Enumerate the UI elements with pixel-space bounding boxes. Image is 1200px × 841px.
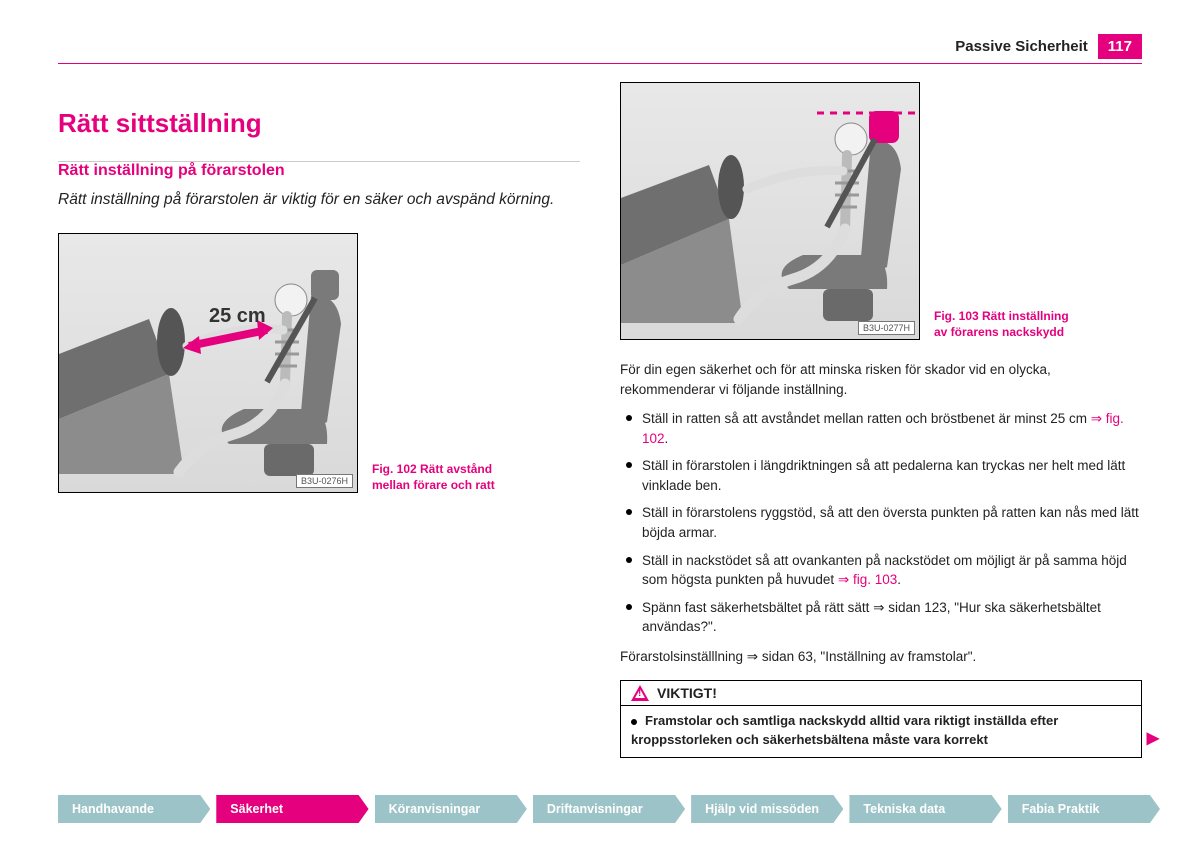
warning-title: VIKTIGT! — [657, 685, 717, 701]
warning-header: ! VIKTIGT! — [621, 681, 1141, 706]
figure-103: B3U-0277H — [620, 82, 920, 340]
list-item: Ställ in ratten så att avståndet mellan … — [620, 409, 1142, 448]
sub-heading: Rätt inställning på förarstolen — [58, 161, 580, 180]
instruction-list: Ställ in ratten så att avståndet mellan … — [620, 409, 1142, 637]
bullet-icon — [631, 719, 637, 725]
fig102-distance-label: 25 cm — [209, 305, 266, 327]
figure-103-wrap: B3U-0277H Fig. 103 Rätt inställning av f… — [620, 82, 1142, 340]
figure-102: 25 cm B3U-0276H — [58, 233, 358, 493]
bottom-tabs: Handhavande Säkerhet Köranvisningar Drif… — [58, 795, 1160, 823]
intro-text: För din egen säkerhet och för att minska… — [620, 360, 1142, 399]
tab-fabia[interactable]: Fabia Praktik — [1008, 795, 1160, 823]
header-section: Passive Sicherheit — [955, 38, 1088, 55]
tab-hjalp[interactable]: Hjälp vid missöden — [691, 795, 843, 823]
page-number: 117 — [1098, 34, 1142, 59]
figure-103-caption: Fig. 103 Rätt inställning av förarens na… — [934, 308, 1074, 340]
lead-paragraph: Rätt inställning på förarstolen är vikti… — [58, 190, 580, 211]
figure-102-illustration: 25 cm — [59, 234, 358, 493]
figure-103-illustration — [621, 83, 920, 340]
tab-sakerhet[interactable]: Säkerhet — [216, 795, 368, 823]
list-item: Ställ in förarstolen i längdriktningen s… — [620, 456, 1142, 495]
figure-103-id: B3U-0277H — [858, 321, 915, 335]
right-column: B3U-0277H Fig. 103 Rätt inställning av f… — [620, 82, 1142, 758]
tab-driftanvisningar[interactable]: Driftanvisningar — [533, 795, 685, 823]
header-rule — [58, 63, 1142, 64]
figure-102-id: B3U-0276H — [296, 474, 353, 488]
warning-icon: ! — [631, 685, 649, 701]
left-column: Rätt sittställning Rätt inställning på f… — [58, 82, 580, 758]
tab-tekniska[interactable]: Tekniska data — [849, 795, 1001, 823]
tab-handhavande[interactable]: Handhavande — [58, 795, 210, 823]
list-item: Spänn fast säkerhetsbältet på rätt sätt … — [620, 598, 1142, 637]
main-heading: Rätt sittställning — [58, 108, 580, 139]
warning-box: ! VIKTIGT! Framstolar och samtliga nacks… — [620, 680, 1142, 757]
footnote-text: Förarstolsinställlning ⇒ sidan 63, "Inst… — [620, 647, 1142, 667]
warning-body: Framstolar och samtliga nackskydd alltid… — [621, 706, 1141, 756]
list-item: Ställ in nackstödet så att ovankanten på… — [620, 551, 1142, 590]
page-header: Passive Sicherheit 117 — [58, 34, 1142, 59]
list-item: Ställ in förarstolens ryggstöd, så att d… — [620, 503, 1142, 542]
continue-arrow-icon: ▶ — [1147, 728, 1159, 750]
figure-102-wrap: 25 cm B3U-0276H Fig. 102 Rätt avstånd me… — [58, 233, 580, 493]
tab-koranvisningar[interactable]: Köranvisningar — [375, 795, 527, 823]
figure-102-caption: Fig. 102 Rätt avstånd mellan förare och … — [372, 461, 512, 493]
